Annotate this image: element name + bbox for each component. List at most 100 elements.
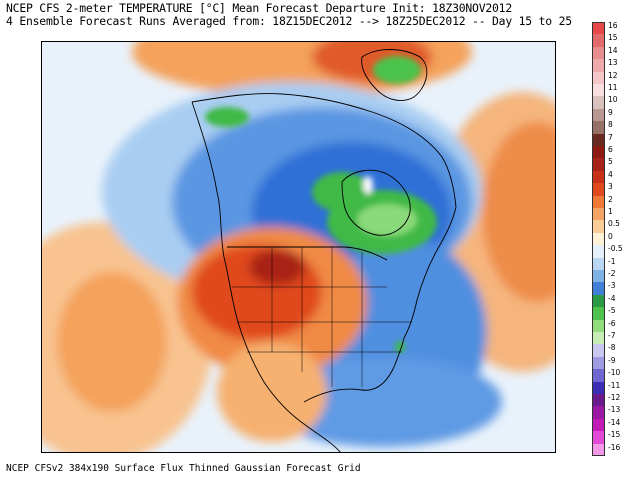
greenland-outline <box>361 49 428 101</box>
legend-label: -2 <box>608 269 616 278</box>
legend-label: -5 <box>608 306 616 316</box>
legend-entry: -10 <box>592 368 636 382</box>
header-subtitle: 4 Ensemble Forecast Runs Averaged from: … <box>6 14 572 28</box>
legend-label: -16 <box>608 442 621 452</box>
legend-swatch <box>592 158 605 171</box>
footer-note: NCEP CFSv2 384x190 Surface Flux Thinned … <box>6 463 361 474</box>
legend-label: 5 <box>608 157 613 167</box>
legend-swatch <box>592 381 605 394</box>
legend-entry: 0.5 <box>592 219 636 233</box>
legend-swatch <box>592 183 605 196</box>
legend-swatch <box>592 406 605 419</box>
legend-swatch <box>592 418 605 432</box>
legend-entry: 0 <box>592 232 636 246</box>
legend-label: 7 <box>608 132 613 142</box>
forecast-map <box>41 41 556 453</box>
legend-swatch <box>592 71 605 84</box>
legend-swatch <box>592 232 605 246</box>
legend-swatch <box>592 22 605 35</box>
legend-swatch <box>592 319 605 332</box>
color-scale-legend: 16 15 14 13 12 11 10 9 8 7 6 5 4 3 2 1 0.5 0 -0.5 -1 -2 -3 -4 -… <box>592 21 636 456</box>
legend-entry: 3 <box>592 182 636 196</box>
legend-swatch <box>592 133 605 146</box>
legend-swatch <box>592 443 605 456</box>
legend-entry: 15 <box>592 33 636 47</box>
legend-entry: 10 <box>592 95 636 109</box>
legend-entry: 12 <box>592 70 636 84</box>
legend-entry: -14 <box>592 417 636 432</box>
legend-swatch <box>592 307 605 320</box>
greenland-green <box>373 56 421 84</box>
legend-entry: 2 <box>592 194 636 208</box>
legend-label: -8 <box>608 343 616 353</box>
legend-entry: -15 <box>592 430 636 444</box>
alaska-green <box>205 107 249 127</box>
legend-label: -14 <box>608 417 621 427</box>
legend-label: -6 <box>608 318 616 328</box>
legend-label: -12 <box>608 393 621 402</box>
legend-swatch <box>592 96 605 109</box>
legend-label: -9 <box>608 355 616 365</box>
legend-entry: -2 <box>592 269 636 283</box>
legend-swatch <box>592 46 605 60</box>
legend-swatch <box>592 332 605 345</box>
legend-label: -3 <box>608 281 616 291</box>
legend-label: 12 <box>608 70 618 80</box>
header-title: NCEP CFS 2-meter TEMPERATURE [°C] Mean F… <box>6 1 512 15</box>
legend-swatch <box>592 245 605 258</box>
legend-entry: -6 <box>592 318 636 332</box>
legend-entry: 9 <box>592 107 636 122</box>
coastlines <box>191 49 457 452</box>
bay-white <box>363 176 373 194</box>
legend-swatch <box>592 84 605 97</box>
legend-swatch <box>592 344 605 357</box>
legend-label: -4 <box>608 293 616 303</box>
legend-swatch <box>592 59 605 72</box>
legend-label: 15 <box>608 33 618 43</box>
legend-entry: -8 <box>592 343 636 357</box>
mexico-warm <box>217 342 327 442</box>
legend-swatch <box>592 431 605 444</box>
legend-label: 13 <box>608 58 618 68</box>
legend-swatch <box>592 195 605 208</box>
legend-label: -13 <box>608 405 621 415</box>
legend-entry: -1 <box>592 257 636 270</box>
legend-entry: -4 <box>592 293 636 308</box>
legend-swatch <box>592 282 605 295</box>
legend-swatch <box>592 220 605 233</box>
temperature-anomaly-map <box>42 42 555 452</box>
legend-entry: 5 <box>592 157 636 171</box>
legend-label: 9 <box>608 107 613 117</box>
legend-swatch <box>592 34 605 47</box>
legend-entry: -11 <box>592 380 636 394</box>
legend-label: -7 <box>608 331 616 340</box>
legend-label: -10 <box>608 368 621 378</box>
legend-entry: -12 <box>592 393 636 407</box>
legend-entry: -9 <box>592 355 636 370</box>
west-coast-line <box>191 101 341 452</box>
legend-entry: 11 <box>592 83 636 97</box>
legend-label: 2 <box>608 194 613 204</box>
hudson-bay-light-green <box>357 204 417 236</box>
legend-label: -11 <box>608 380 621 390</box>
legend-entry: 6 <box>592 145 636 159</box>
legend-entry: -3 <box>592 281 636 295</box>
legend-entry: 13 <box>592 58 636 72</box>
atlantic-orange-area <box>482 122 555 302</box>
legend-swatch <box>592 294 605 308</box>
legend-entry: -7 <box>592 331 636 345</box>
legend-entry: -16 <box>592 442 636 456</box>
legend-entry: 14 <box>592 46 636 60</box>
legend-entry: 4 <box>592 170 636 184</box>
legend-swatch <box>592 170 605 184</box>
state-borders <box>232 247 412 387</box>
legend-label: 11 <box>608 83 618 92</box>
legend-entry: 7 <box>592 132 636 146</box>
canada-arctic-line <box>191 93 457 208</box>
legend-label: -0.5 <box>608 244 623 254</box>
legend-label: 3 <box>608 182 613 192</box>
legend-swatch <box>592 257 605 270</box>
legend-swatch <box>592 146 605 159</box>
east-coast-line <box>403 206 457 339</box>
legend-entry: 16 <box>592 21 636 35</box>
